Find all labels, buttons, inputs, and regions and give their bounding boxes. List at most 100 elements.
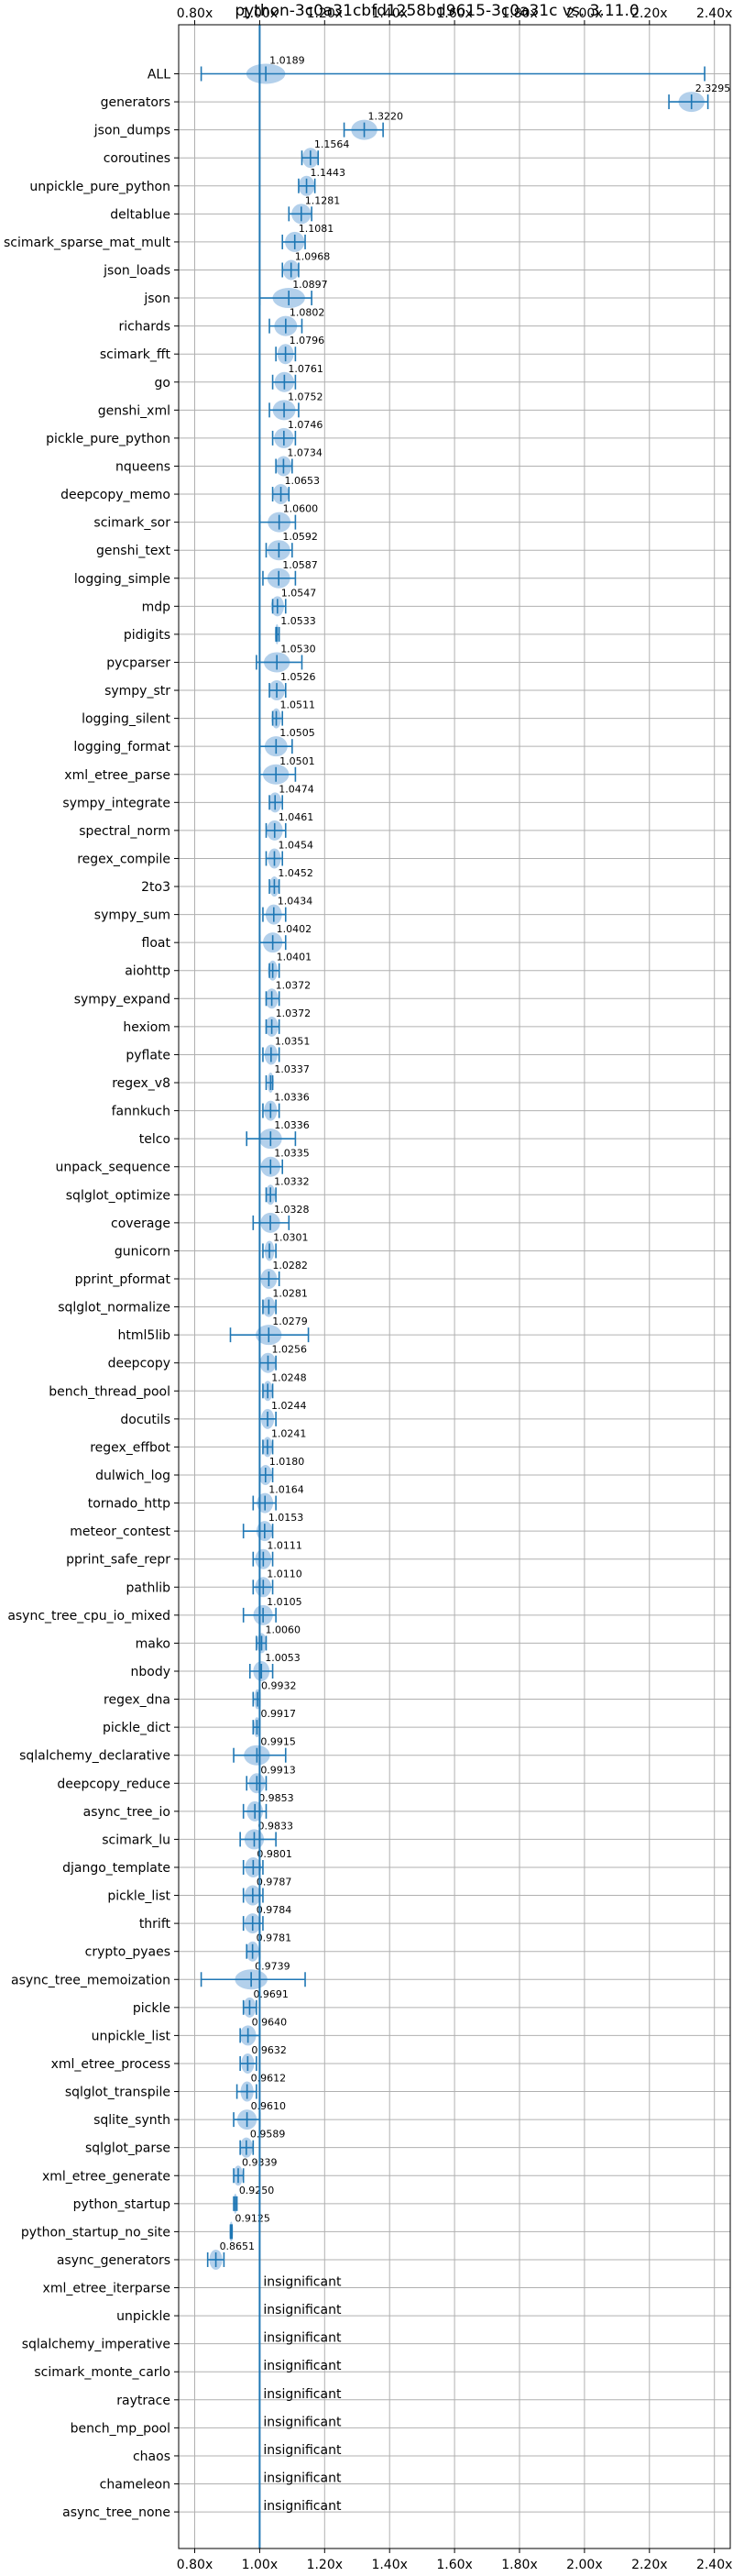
- x-tick-label-top: 1.80x: [501, 6, 537, 21]
- benchmark-label: deepcopy_memo: [60, 488, 170, 502]
- benchmark-label: sympy_integrate: [62, 796, 170, 810]
- benchmark-row: 1.0372: [265, 1007, 311, 1037]
- x-tick-label-bottom: 0.80x: [177, 2558, 213, 2572]
- benchmark-row: 1.1443: [298, 167, 345, 196]
- benchmark-row: 1.0060: [256, 1624, 301, 1654]
- benchmark-row: 1.0511: [271, 699, 315, 729]
- benchmark-label: json: [143, 292, 170, 306]
- benchmark-label: async_tree_memoization: [11, 1973, 170, 1987]
- benchmark-row: insignificant: [263, 2303, 342, 2317]
- benchmark-row: 1.0053: [248, 1652, 301, 1681]
- benchmark-label: python_startup_no_site: [21, 2225, 170, 2240]
- benchmark-row: 0.9640: [239, 2016, 287, 2046]
- benchmark-label: pathlib: [126, 1580, 171, 1595]
- benchmark-label: unpickle_pure_python: [29, 180, 170, 194]
- benchmark-row: 1.0281: [262, 1288, 308, 1317]
- benchmark-label: ALL: [148, 68, 170, 83]
- benchmark-row: 1.0279: [229, 1316, 310, 1346]
- value-label: 1.0434: [278, 896, 313, 908]
- benchmark-label: sqlglot_optimize: [66, 1188, 170, 1203]
- benchmark-label: pickle_list: [107, 1889, 170, 1904]
- insignificant-label: insignificant: [263, 2303, 342, 2317]
- benchmark-row: 1.0547: [270, 587, 317, 617]
- x-tick-label-bottom: 1.80x: [501, 2558, 537, 2572]
- x-tick-label-bottom: 2.20x: [631, 2558, 667, 2572]
- x-tick-label-top: 1.00x: [242, 6, 278, 21]
- value-label: 1.0060: [266, 1624, 301, 1635]
- benchmark-label: unpack_sequence: [56, 1161, 170, 1175]
- benchmark-row: 1.0454: [265, 839, 313, 869]
- benchmark-row: insignificant: [263, 2275, 342, 2290]
- benchmark-label: chaos: [133, 2449, 170, 2464]
- value-label: 1.0505: [279, 727, 315, 739]
- benchmark-row: 1.0734: [275, 446, 323, 477]
- value-label: 1.1281: [305, 194, 341, 206]
- benchmark-label: async_tree_none: [62, 2505, 170, 2520]
- value-label: 1.0241: [271, 1427, 307, 1439]
- benchmark-row: 0.9612: [235, 2073, 286, 2102]
- benchmark-row: 1.0241: [262, 1427, 307, 1458]
- value-label: 1.0474: [279, 783, 314, 795]
- value-label: 1.0547: [281, 587, 317, 599]
- benchmark-label: genshi_text: [96, 544, 171, 558]
- x-tick-label-bottom: 1.40x: [371, 2558, 407, 2572]
- benchmark-row: 1.3220: [343, 111, 403, 140]
- benchmark-row: 1.0897: [258, 279, 328, 309]
- benchmark-label: sqlglot_normalize: [58, 1301, 170, 1316]
- value-label: 1.0653: [285, 475, 321, 487]
- benchmark-label: logging_format: [73, 740, 170, 754]
- benchmark-label: genshi_xml: [98, 403, 170, 418]
- value-label: 1.0401: [277, 952, 312, 963]
- benchmark-label: json_dumps: [93, 124, 170, 138]
- benchmark-row: 0.9853: [242, 1792, 294, 1822]
- benchmark-row: 1.0501: [258, 755, 315, 785]
- benchmark-label: dulwich_log: [95, 1469, 170, 1483]
- value-label: 1.0592: [282, 531, 318, 543]
- benchmark-row: insignificant: [263, 2471, 342, 2486]
- benchmark-row: 1.0761: [271, 363, 323, 392]
- value-label: 1.0587: [282, 559, 318, 571]
- value-label: 1.0279: [272, 1316, 308, 1327]
- benchmark-row: 1.0372: [265, 979, 311, 1009]
- value-label: 1.0053: [265, 1652, 301, 1664]
- benchmark-row: 1.0244: [258, 1400, 307, 1429]
- x-tick-label-top: 2.40x: [696, 6, 732, 21]
- value-label: 0.9801: [257, 1848, 292, 1860]
- value-label: 1.0337: [274, 1063, 310, 1075]
- insignificant-label: insignificant: [263, 2387, 342, 2402]
- benchmark-label: scimark_sor: [93, 516, 170, 531]
- value-label: 1.0180: [269, 1456, 305, 1468]
- benchmark-row: insignificant: [263, 2499, 342, 2514]
- value-label: 1.1564: [314, 138, 350, 150]
- value-label: 1.0530: [280, 643, 316, 655]
- x-tick-label-top: 2.20x: [631, 6, 667, 21]
- benchmark-label: logging_silent: [82, 712, 170, 727]
- benchmark-label: python_startup: [73, 2197, 170, 2212]
- value-label: 1.0752: [288, 391, 323, 402]
- benchmark-label: regex_compile: [77, 852, 170, 866]
- value-label: 1.0526: [280, 671, 316, 683]
- x-tick-label-top: 1.40x: [371, 6, 407, 21]
- benchmark-label: json_loads: [103, 263, 170, 278]
- value-label: 1.0189: [269, 55, 305, 67]
- x-tick-label-bottom: 1.00x: [242, 2558, 278, 2572]
- benchmark-label: bench_thread_pool: [49, 1384, 170, 1399]
- value-label: 1.0351: [275, 1035, 311, 1047]
- benchmark-row: 1.0653: [271, 475, 321, 505]
- value-label: 0.9589: [250, 2129, 286, 2141]
- benchmark-label: async_generators: [57, 2253, 170, 2268]
- benchmark-row: 1.0351: [262, 1035, 311, 1065]
- benchmark-label: gunicorn: [115, 1244, 170, 1259]
- value-label: 0.9691: [253, 1988, 289, 2000]
- benchmark-row: insignificant: [263, 2359, 342, 2373]
- benchmark-row: 0.8651: [206, 2240, 255, 2270]
- value-label: 1.0372: [276, 1007, 312, 1019]
- benchmark-row: 1.0587: [262, 559, 318, 589]
- value-label: 2.3295: [695, 83, 731, 94]
- benchmark-row: 1.0332: [265, 1175, 310, 1205]
- insignificant-label: insignificant: [263, 2331, 342, 2346]
- value-label: 1.0454: [278, 839, 313, 851]
- benchmark-row: 1.0461: [265, 811, 313, 841]
- x-tick-label-top: 1.60x: [436, 6, 472, 21]
